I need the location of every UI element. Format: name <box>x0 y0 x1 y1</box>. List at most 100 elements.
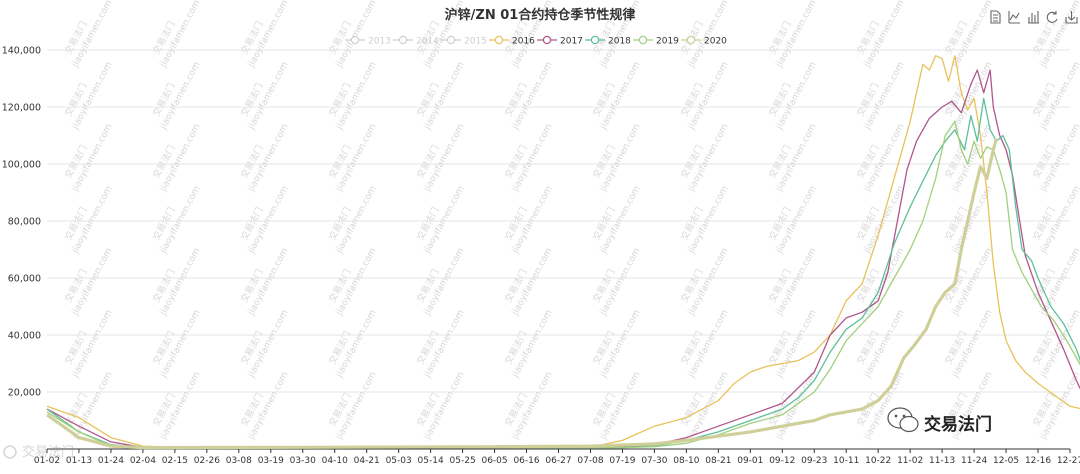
y-tick-label: 140,000 <box>2 46 41 57</box>
legend-item-2017[interactable]: 2017 <box>537 35 583 47</box>
legend-item-2019[interactable]: 2019 <box>633 35 679 47</box>
series-line-2020 <box>46 137 999 450</box>
x-tick-label: 05-25 <box>450 456 476 466</box>
x-tick-label: 05-14 <box>418 456 444 466</box>
x-axis: 01-02 01-13 01-24 02-04 02-15 02-26 03-08 03-19… <box>34 448 1080 466</box>
x-tick-label: 10-11 <box>833 456 859 466</box>
legend-swatch-marker <box>446 35 456 45</box>
series-layer <box>46 55 1080 450</box>
x-tick-label: 12-16 <box>1025 456 1051 466</box>
corner-logo: 交易法门 <box>3 444 74 460</box>
x-tick-label: 05-03 <box>386 456 412 466</box>
save-image-icon[interactable] <box>1063 9 1079 25</box>
brand-label: 交易法门 <box>924 414 992 435</box>
x-tick-label: 03-19 <box>258 456 284 466</box>
legend-item-2015[interactable]: 2015 <box>441 35 487 47</box>
bar-chart-icon[interactable] <box>1025 9 1041 25</box>
gridlines <box>47 49 1070 393</box>
x-tick-label: 03-30 <box>290 456 316 466</box>
x-tick-label: 09-01 <box>737 456 763 466</box>
line-chart-icon[interactable] <box>1006 9 1022 25</box>
x-tick-label: 12-27 <box>1057 456 1080 466</box>
legend-swatch-marker <box>638 35 648 45</box>
x-tick-label: 06-05 <box>481 456 507 466</box>
x-tick-label: 02-04 <box>130 456 156 466</box>
y-tick-label: 80,000 <box>8 217 41 228</box>
y-tick-label: 60,000 <box>8 274 41 285</box>
x-tick-label: 04-21 <box>354 456 380 466</box>
y-tick-label: 100,000 <box>2 160 41 171</box>
x-tick-label: 02-26 <box>194 456 220 466</box>
y-tick-label: 120,000 <box>2 103 41 114</box>
x-tick-label: 08-21 <box>705 456 731 466</box>
x-tick-label: 11-13 <box>929 456 955 466</box>
legend-item-2014[interactable]: 2014 <box>393 35 439 47</box>
x-tick-label: 07-19 <box>609 456 635 466</box>
x-tick-label: 01-24 <box>98 456 124 466</box>
series-line-2017 <box>46 69 1080 448</box>
x-tick-label: 11-24 <box>961 456 987 466</box>
legend-swatch-marker <box>590 35 600 45</box>
chart-title: 沪锌/ZN 01合约持仓季节性规律 <box>445 7 636 23</box>
y-tick-label: 40,000 <box>8 331 41 342</box>
legend-label: 2016 <box>512 37 535 47</box>
x-tick-label: 03-08 <box>226 456 252 466</box>
restore-icon[interactable] <box>1044 9 1060 25</box>
data-view-icon[interactable] <box>987 9 1003 25</box>
legend-item-2018[interactable]: 2018 <box>585 35 631 47</box>
x-tick-label: 01-13 <box>66 456 92 466</box>
legend-label: 2015 <box>464 37 487 47</box>
legend-item-2020[interactable]: 2020 <box>681 35 727 47</box>
x-tick-label: 02-15 <box>162 456 188 466</box>
brand-badge: 交易法门 <box>887 407 992 435</box>
series-line-2019 <box>46 120 1080 449</box>
legend-item-2016[interactable]: 2016 <box>489 35 535 47</box>
x-tick-label: 07-08 <box>577 456 603 466</box>
wechat-icon <box>887 407 919 433</box>
legend-item-2013[interactable]: 2013 <box>345 35 391 47</box>
x-tick-label: 12-05 <box>993 456 1019 466</box>
